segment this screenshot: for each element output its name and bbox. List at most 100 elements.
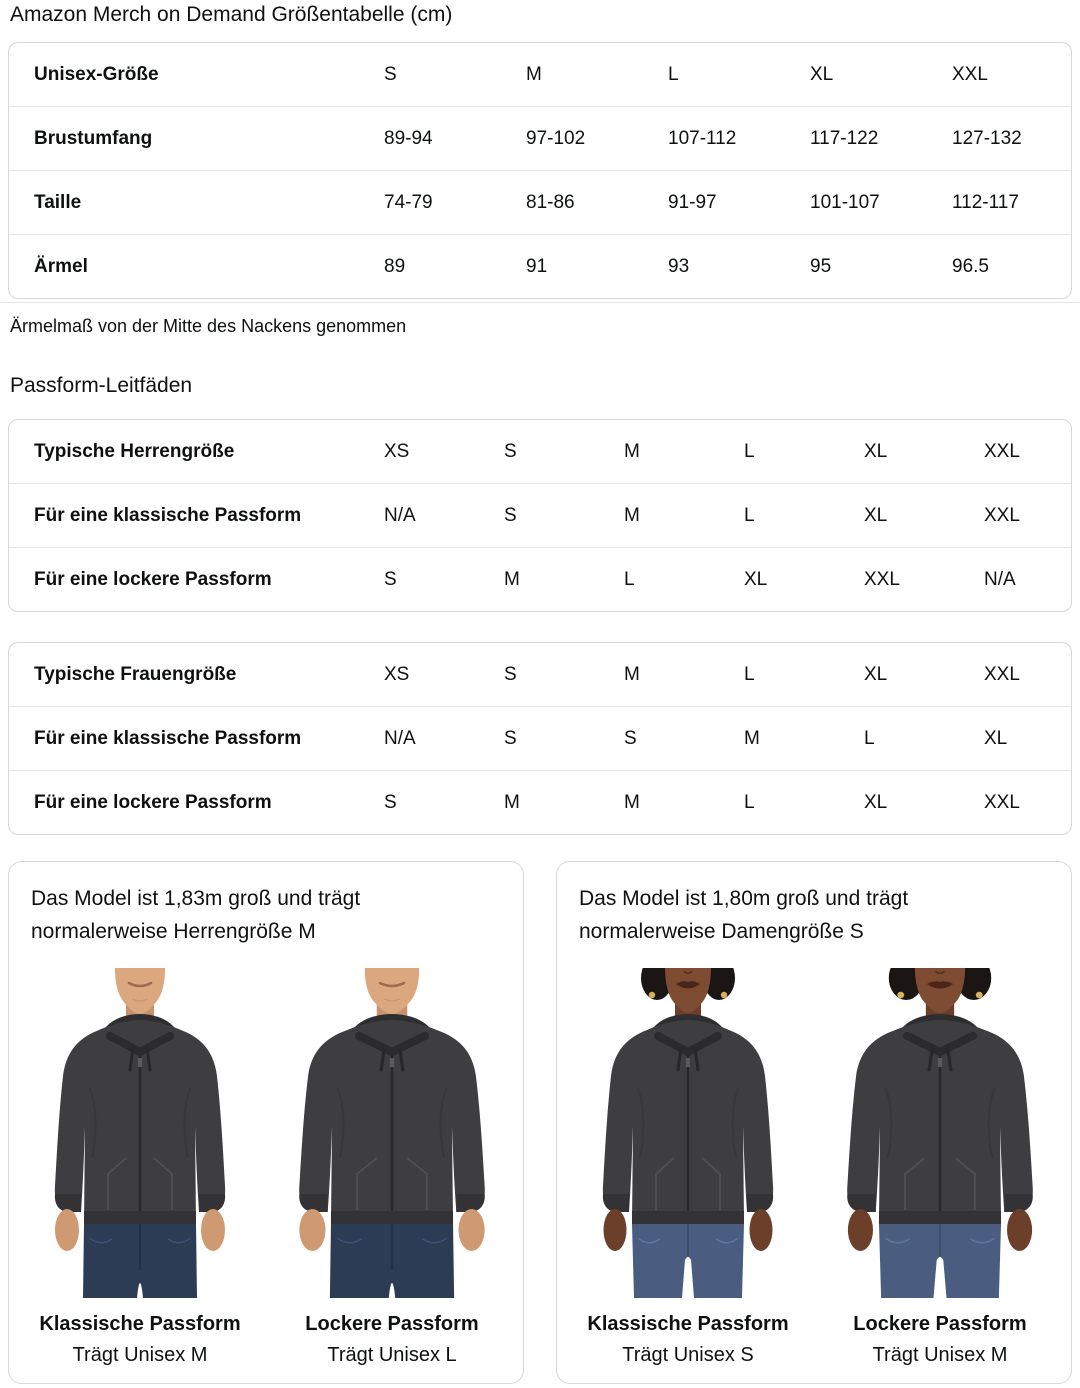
table-row: Typische Frauengröße XS S M L XL XXL bbox=[9, 643, 1071, 706]
size-cell: M bbox=[526, 64, 542, 85]
fit-guides-heading: Passform-Leitfäden bbox=[10, 374, 193, 397]
size-cell: M bbox=[624, 770, 744, 834]
table-row: Unisex-Größe S M L XL XXL bbox=[9, 43, 1071, 106]
size-cell: XL bbox=[864, 770, 984, 834]
size-label: Trägt Unisex M bbox=[872, 1344, 1008, 1366]
page-title: Amazon Merch on Demand Größentabelle (cm… bbox=[10, 3, 453, 26]
size-cell: XL bbox=[864, 664, 888, 685]
size-cell: M bbox=[624, 483, 744, 547]
size-cell: XXL bbox=[952, 64, 988, 85]
size-cell: XS bbox=[384, 441, 410, 462]
size-cell: XXL bbox=[864, 547, 984, 611]
womens-fit-table: Typische Frauengröße XS S M L XL XXL Für… bbox=[8, 642, 1072, 835]
size-cell: L bbox=[624, 547, 744, 611]
size-label: Trägt Unisex M bbox=[72, 1344, 208, 1366]
model-figure-classic: Klassische Passform Trägt Unisex S bbox=[582, 968, 794, 1367]
female-model-loose-photo bbox=[840, 968, 1040, 1298]
model-figure-classic: Klassische Passform Trägt Unisex M bbox=[34, 968, 246, 1367]
size-cell: 96.5 bbox=[952, 234, 1071, 298]
size-cell: 101-107 bbox=[810, 170, 952, 234]
size-cell: 89-94 bbox=[384, 106, 526, 170]
size-cell: XXL bbox=[984, 441, 1020, 462]
table-row: Brustumfang 89-94 97-102 107-112 117-122… bbox=[9, 106, 1071, 170]
size-cell: XS bbox=[384, 664, 410, 685]
size-cell: XXL bbox=[984, 483, 1071, 547]
size-cell: L bbox=[864, 706, 984, 770]
size-cell: 95 bbox=[810, 234, 952, 298]
row-label: Typische Herrengröße bbox=[34, 441, 235, 462]
size-cell: M bbox=[504, 770, 624, 834]
size-cell: S bbox=[504, 483, 624, 547]
size-cell: M bbox=[744, 706, 864, 770]
size-cell: L bbox=[744, 770, 864, 834]
model-cards-row: Das Model ist 1,83m groß und trägt norma… bbox=[8, 861, 1072, 1384]
size-cell: S bbox=[624, 706, 744, 770]
fit-label: Klassische Passform bbox=[39, 1313, 241, 1335]
size-cell: XXL bbox=[984, 770, 1071, 834]
size-cell: S bbox=[504, 706, 624, 770]
fit-label: Klassische Passform bbox=[587, 1313, 789, 1335]
size-cell: 117-122 bbox=[810, 106, 952, 170]
size-cell: 89 bbox=[384, 234, 526, 298]
size-cell: S bbox=[504, 664, 517, 685]
size-cell: S bbox=[504, 441, 517, 462]
size-cell: 91 bbox=[526, 234, 668, 298]
size-cell: 74-79 bbox=[384, 170, 526, 234]
mens-fit-table: Typische Herrengröße XS S M L XL XXL Für… bbox=[8, 419, 1072, 612]
size-cell: 91-97 bbox=[668, 170, 810, 234]
size-cell: 97-102 bbox=[526, 106, 668, 170]
size-cell: XL bbox=[984, 706, 1071, 770]
unisex-size-table: Unisex-Größe S M L XL XXL Brustumfang 89… bbox=[8, 42, 1072, 299]
size-cell: N/A bbox=[984, 547, 1071, 611]
row-label: Unisex-Größe bbox=[34, 64, 159, 85]
row-label: Brustumfang bbox=[9, 106, 384, 170]
size-cell: N/A bbox=[384, 706, 504, 770]
size-cell: XL bbox=[864, 483, 984, 547]
model-figures: Klassische Passform Trägt Unisex S Locke… bbox=[579, 968, 1049, 1367]
size-cell: N/A bbox=[384, 483, 504, 547]
fit-label: Lockere Passform bbox=[853, 1313, 1027, 1335]
model-figure-loose: Lockere Passform Trägt Unisex M bbox=[834, 968, 1046, 1367]
model-figures: Klassische Passform Trägt Unisex M Locke… bbox=[31, 968, 501, 1367]
size-label: Trägt Unisex S bbox=[622, 1344, 754, 1366]
model-figure-loose: Lockere Passform Trägt Unisex L bbox=[286, 968, 498, 1367]
table-row: Ärmel 89 91 93 95 96.5 bbox=[9, 234, 1071, 298]
row-label: Für eine klassische Passform bbox=[9, 483, 384, 547]
table-row: Typische Herrengröße XS S M L XL XXL bbox=[9, 420, 1071, 483]
size-cell: M bbox=[504, 547, 624, 611]
table-row: Für eine klassische Passform N/A S M L X… bbox=[9, 483, 1071, 547]
female-model-classic-photo bbox=[588, 968, 788, 1298]
size-cell: 81-86 bbox=[526, 170, 668, 234]
size-cell: S bbox=[384, 770, 504, 834]
womens-model-card: Das Model ist 1,80m groß und trägt norma… bbox=[556, 861, 1072, 1384]
size-label: Trägt Unisex L bbox=[327, 1344, 457, 1366]
table-row: Für eine klassische Passform N/A S S M L… bbox=[9, 706, 1071, 770]
size-cell: 112-117 bbox=[952, 170, 1071, 234]
size-cell: XL bbox=[744, 547, 864, 611]
table-row: Taille 74-79 81-86 91-97 101-107 112-117 bbox=[9, 170, 1071, 234]
male-model-loose-photo bbox=[292, 968, 492, 1298]
size-cell: L bbox=[744, 483, 864, 547]
row-label: Ärmel bbox=[9, 234, 384, 298]
sleeve-measurement-note: Ärmelmaß von der Mitte des Nackens genom… bbox=[10, 316, 407, 336]
size-cell: S bbox=[384, 547, 504, 611]
size-cell: L bbox=[668, 64, 679, 85]
size-cell: XXL bbox=[984, 664, 1020, 685]
size-cell: 93 bbox=[668, 234, 810, 298]
size-cell: XL bbox=[810, 64, 834, 85]
size-cell: XL bbox=[864, 441, 888, 462]
male-model-classic-photo bbox=[40, 968, 240, 1298]
table-row: Für eine lockere Passform S M L XL XXL N… bbox=[9, 547, 1071, 611]
mens-model-card: Das Model ist 1,83m groß und trägt norma… bbox=[8, 861, 524, 1384]
size-cell: 107-112 bbox=[668, 106, 810, 170]
row-label: Typische Frauengröße bbox=[34, 664, 237, 685]
fit-label: Lockere Passform bbox=[305, 1313, 479, 1335]
size-cell: 127-132 bbox=[952, 106, 1071, 170]
section-divider bbox=[0, 302, 1080, 303]
model-caption: Das Model ist 1,83m groß und trägt norma… bbox=[31, 887, 361, 943]
size-cell: M bbox=[624, 664, 640, 685]
size-cell: S bbox=[384, 64, 397, 85]
model-caption: Das Model ist 1,80m groß und trägt norma… bbox=[579, 887, 909, 943]
row-label: Taille bbox=[9, 170, 384, 234]
